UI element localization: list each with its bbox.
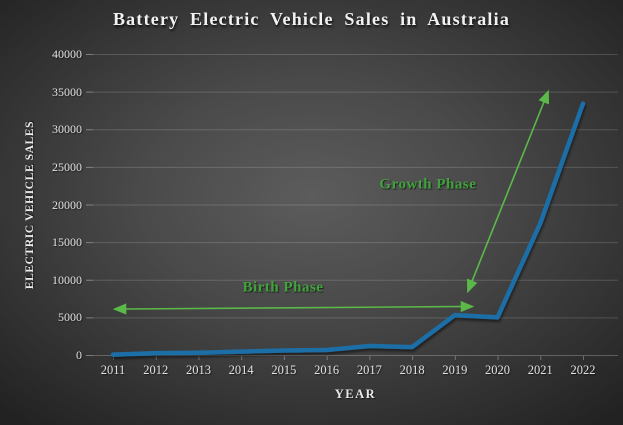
annotation-birth-phase: Birth Phase bbox=[242, 279, 324, 296]
birth-phase-arrow bbox=[112, 300, 475, 315]
annotation-growth-phase: Growth Phase bbox=[379, 176, 477, 193]
x-axis-title: YEAR bbox=[334, 387, 377, 401]
growth-phase-arrow bbox=[467, 89, 549, 294]
data-line-bev-sales bbox=[110, 101, 586, 357]
chart-title: Battery Electric Vehicle Sales in Austra… bbox=[112, 9, 511, 29]
